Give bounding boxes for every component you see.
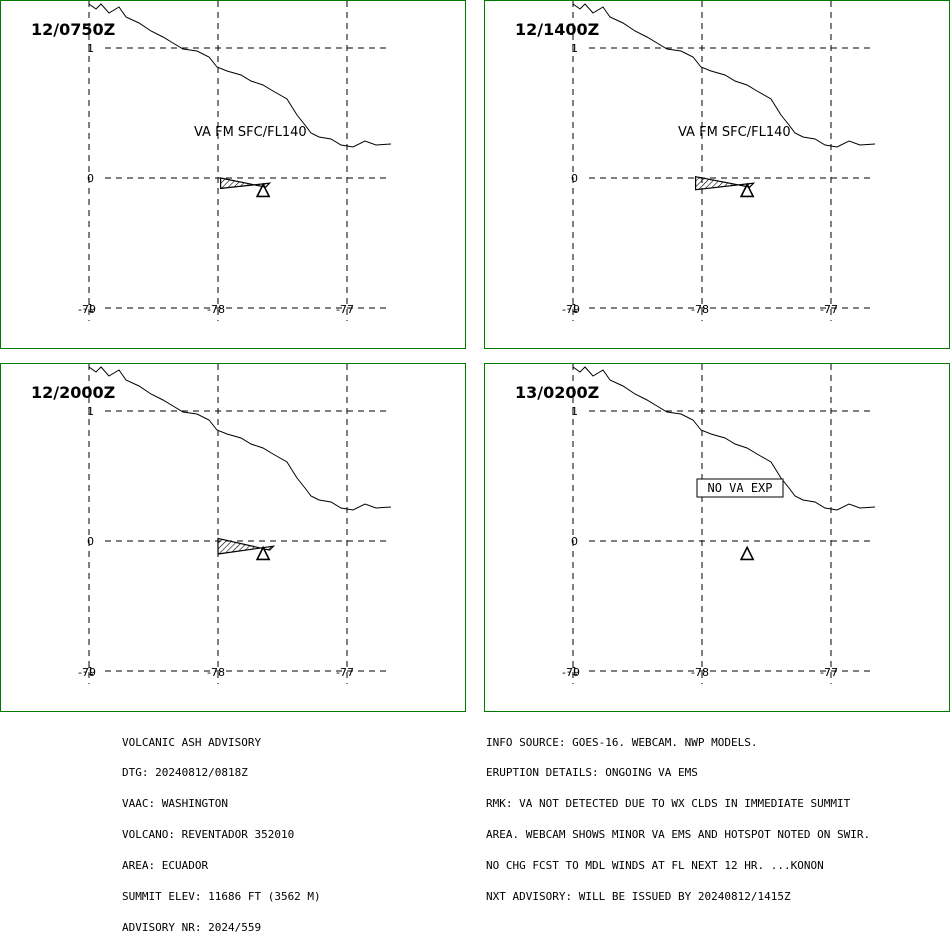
ash-cloud-polygon bbox=[220, 177, 272, 190]
ash-cloud-polygon bbox=[217, 537, 276, 555]
lat-tick-label: -1 bbox=[567, 302, 578, 315]
lat-tick-label: 0 bbox=[571, 535, 578, 548]
lat-tick-label: 1 bbox=[571, 42, 578, 55]
advisory-line: RMK: VA NOT DETECTED DUE TO WX CLDS IN I… bbox=[486, 797, 851, 811]
map-panel-3: 1 0 -1 -79 -78 -77 12/2000Z bbox=[0, 363, 466, 712]
ash-height-label: VA FM SFC/FL140 bbox=[194, 125, 307, 140]
advisory-line: ADVISORY NR: 2024/559 bbox=[122, 920, 262, 934]
map-panel-1: 1 0 -1 -79 -78 -77 12/0750Z VA FM SFC/FL140 bbox=[0, 0, 466, 349]
lon-tick-label: -78 bbox=[207, 666, 225, 679]
map-panel-4: 1 0 -1 -79 -78 -77 13/0200Z NO VA EXP bbox=[484, 363, 950, 712]
advisory-line: NXT ADVISORY: WILL BE ISSUED BY 20240812… bbox=[486, 890, 791, 904]
coastline bbox=[572, 3, 876, 148]
panel-time: 13/0200Z bbox=[515, 383, 599, 402]
map-svg-2: 1 0 -1-79 -78 -77 12/1400Z VA FM SFC/FL140 bbox=[515, 1, 876, 321]
volcano-icon bbox=[255, 545, 271, 561]
coastline bbox=[88, 366, 392, 511]
panel-time: 12/2000Z bbox=[31, 383, 115, 402]
map-svg-4: 1 0 -1-79 -78 -77 13/0200Z NO VA EXP bbox=[515, 364, 876, 684]
advisory-line: INFO SOURCE: GOES-16. WEBCAM. NWP MODELS… bbox=[486, 735, 758, 749]
lon-tick-label: -78 bbox=[207, 303, 225, 316]
advisory-line: VOLCANO: REVENTADOR 352010 bbox=[122, 828, 295, 842]
grid-lines bbox=[88, 364, 391, 684]
lat-tick-label: 0 bbox=[571, 172, 578, 185]
advisory-line: NO CHG FCST TO MDL WINDS AT FL NEXT 12 H… bbox=[486, 859, 824, 873]
ash-height-label: VA FM SFC/FL140 bbox=[678, 125, 791, 140]
volcano-icon bbox=[739, 182, 755, 198]
lon-tick-label: -77 bbox=[336, 303, 354, 316]
lat-tick-label: -1 bbox=[83, 302, 94, 315]
forecast-label-box bbox=[696, 478, 784, 498]
lat-tick-label: 0 bbox=[87, 172, 94, 185]
lon-tick-label: -77 bbox=[820, 666, 838, 679]
lat-tick-label: 1 bbox=[571, 405, 578, 418]
lat-tick-label: 1 bbox=[87, 42, 94, 55]
lon-tick-label: -77 bbox=[820, 303, 838, 316]
advisory-header-left: VOLCANIC ASH ADVISORY DTG: 20240812/0818… bbox=[122, 717, 321, 944]
lon-tick-label: -78 bbox=[691, 303, 709, 316]
advisory-line: SUMMIT ELEV: 11686 FT (3562 M) bbox=[122, 890, 321, 904]
panel-time: 12/1400Z bbox=[515, 20, 599, 39]
advisory-line: AREA: ECUADOR bbox=[122, 859, 209, 873]
grid-lines bbox=[88, 1, 391, 321]
advisory-line: VOLCANIC ASH ADVISORY bbox=[122, 735, 262, 749]
lon-tick-label: -79 bbox=[562, 303, 580, 316]
panel-time: 12/0750Z bbox=[31, 20, 115, 39]
forecast-label: NO VA EXP bbox=[707, 481, 772, 495]
advisory-details-right: INFO SOURCE: GOES-16. WEBCAM. NWP MODELS… bbox=[486, 717, 870, 913]
lon-tick-label: -77 bbox=[336, 666, 354, 679]
advisory-line: ERUPTION DETAILS: ONGOING VA EMS bbox=[486, 766, 698, 780]
lon-tick-label: -79 bbox=[78, 666, 96, 679]
advisory-line: VAAC: WASHINGTON bbox=[122, 797, 228, 811]
lat-tick-label: 0 bbox=[87, 535, 94, 548]
lat-tick-label: -1 bbox=[83, 665, 94, 678]
grid-lines bbox=[572, 1, 875, 321]
coastline bbox=[572, 366, 876, 511]
ash-cloud-polygon bbox=[695, 175, 756, 191]
grid-lines bbox=[572, 364, 875, 684]
volcano-icon bbox=[739, 545, 755, 561]
map-svg-3: 1 0 -1-79 -78 -77 12/2000Z bbox=[31, 364, 392, 684]
lat-tick-label: -1 bbox=[567, 665, 578, 678]
coastline bbox=[88, 3, 392, 148]
map-svg-1: 1 0 -1-79 -78 -77 12/0750Z VA FM SFC/FL140 bbox=[31, 1, 392, 321]
map-panel-2: 1 0 -1 -79 -78 -77 12/1400Z VA FM SFC/FL140 bbox=[484, 0, 950, 349]
volcano-icon bbox=[255, 182, 271, 198]
advisory-line: AREA. WEBCAM SHOWS MINOR VA EMS AND HOTS… bbox=[486, 828, 871, 842]
advisory-line: DTG: 20240812/0818Z bbox=[122, 766, 248, 780]
lat-tick-label: 1 bbox=[87, 405, 94, 418]
lon-tick-label: -79 bbox=[562, 666, 580, 679]
lon-tick-label: -79 bbox=[78, 303, 96, 316]
lon-tick-label: -78 bbox=[691, 666, 709, 679]
